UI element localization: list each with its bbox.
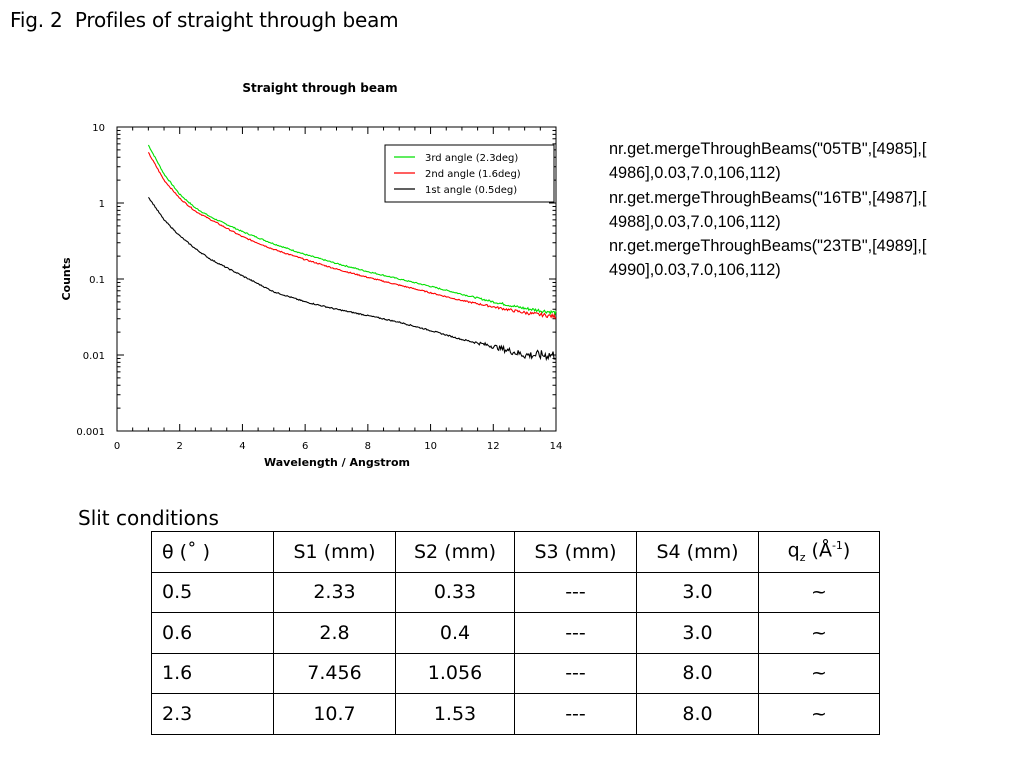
x-tick-label: 14 [550,441,563,452]
y-tick-label: 0.01 [83,351,105,362]
table-row: 2.3 10.7 1.53 --- 8.0 ~ [151,693,880,735]
y-axis: 0.001 0.01 0.1 1 10 [76,123,556,438]
table-cell: 3.0 [636,571,759,613]
command-line: nr.get.mergeThroughBeams("16TB",[4987],[ [609,188,927,207]
series-group [147,144,557,362]
header-theta: θ (˚ ) [151,531,274,573]
table-cell: 0.4 [395,612,515,654]
table-cell: 0.33 [395,571,515,613]
series-line [147,197,557,362]
y-tick-label: 1 [99,199,105,210]
table-cell: 8.0 [636,652,759,694]
command-line: 4986],0.03,7.0,106,112) [609,164,781,183]
table-cell: ~ [758,693,880,735]
table-cell: 1.6 [151,652,274,694]
y-tick-label: 0.1 [89,275,105,286]
table-cell: --- [514,612,637,654]
series-line [147,152,557,319]
table-cell: ~ [758,571,880,613]
table-cell: --- [514,652,637,694]
x-axis-label: Wavelength / Angstrom [264,456,410,469]
series-line [147,144,557,317]
header-s1: S1 (mm) [273,531,396,573]
legend: 3rd angle (2.3deg) 2nd angle (1.6deg) 1s… [384,144,555,203]
y-tick-label: 0.001 [76,427,105,438]
table-cell: 0.6 [151,612,274,654]
table-cell: 10.7 [273,693,396,735]
table-cell: ~ [758,612,880,654]
x-tick-label: 8 [365,441,371,452]
slit-conditions-title: Slit conditions [78,506,219,530]
command-line: nr.get.mergeThroughBeams("05TB",[4985],[ [609,140,927,158]
slit-table: θ (˚ ) S1 (mm) S2 (mm) S3 (mm) S4 (mm) q… [151,531,880,735]
table-cell: 8.0 [636,693,759,735]
legend-entry: 2nd angle (1.6deg) [425,169,521,180]
table-cell: 2.33 [273,571,396,613]
x-tick-label: 0 [114,441,120,452]
x-tick-label: 4 [239,441,245,452]
table-cell: --- [514,693,637,735]
table-cell: --- [514,571,637,613]
figure-caption: Fig. 2 Profiles of straight through beam [10,8,399,32]
table-cell: 1.53 [395,693,515,735]
table-cell: 0.5 [151,571,274,613]
command-line: nr.get.mergeThroughBeams("23TB",[4989],[ [609,237,927,256]
legend-entry: 1st angle (0.5deg) [425,185,517,196]
table-cell: 1.056 [395,652,515,694]
x-tick-label: 10 [424,441,437,452]
x-tick-label: 12 [487,441,500,452]
chart: Straight through beam 0 2 4 6 8 10 12 14 0.0010… [60,81,563,469]
command-text: nr.get.mergeThroughBeams("05TB",[4985],[… [609,137,1009,283]
table-row: 0.5 2.33 0.33 --- 3.0 ~ [151,571,880,613]
table-cell: 2.8 [273,612,396,654]
x-tick-label: 6 [302,441,308,452]
header-s3: S3 (mm) [514,531,637,573]
table-row: 0.6 2.8 0.4 --- 3.0 ~ [151,612,880,654]
legend-entry: 3rd angle (2.3deg) [425,153,518,164]
y-tick-label: 10 [92,123,105,134]
y-axis-label: Counts [60,257,73,301]
x-tick-label: 2 [177,441,183,452]
table-header-row: θ (˚ ) S1 (mm) S2 (mm) S3 (mm) S4 (mm) q… [151,531,880,573]
table-cell: ~ [758,652,880,694]
command-line: 4990],0.03,7.0,106,112) [609,261,781,280]
header-s4: S4 (mm) [636,531,759,573]
table-row: 1.6 7.456 1.056 --- 8.0 ~ [151,652,880,694]
table-cell: 7.456 [273,652,396,694]
table-cell: 3.0 [636,612,759,654]
command-line: 4988],0.03,7.0,106,112) [609,212,781,231]
chart-title: Straight through beam [242,81,397,95]
header-qz: qz (Å-1) [758,531,880,573]
table-cell: 2.3 [151,693,274,735]
header-s2: S2 (mm) [395,531,515,573]
